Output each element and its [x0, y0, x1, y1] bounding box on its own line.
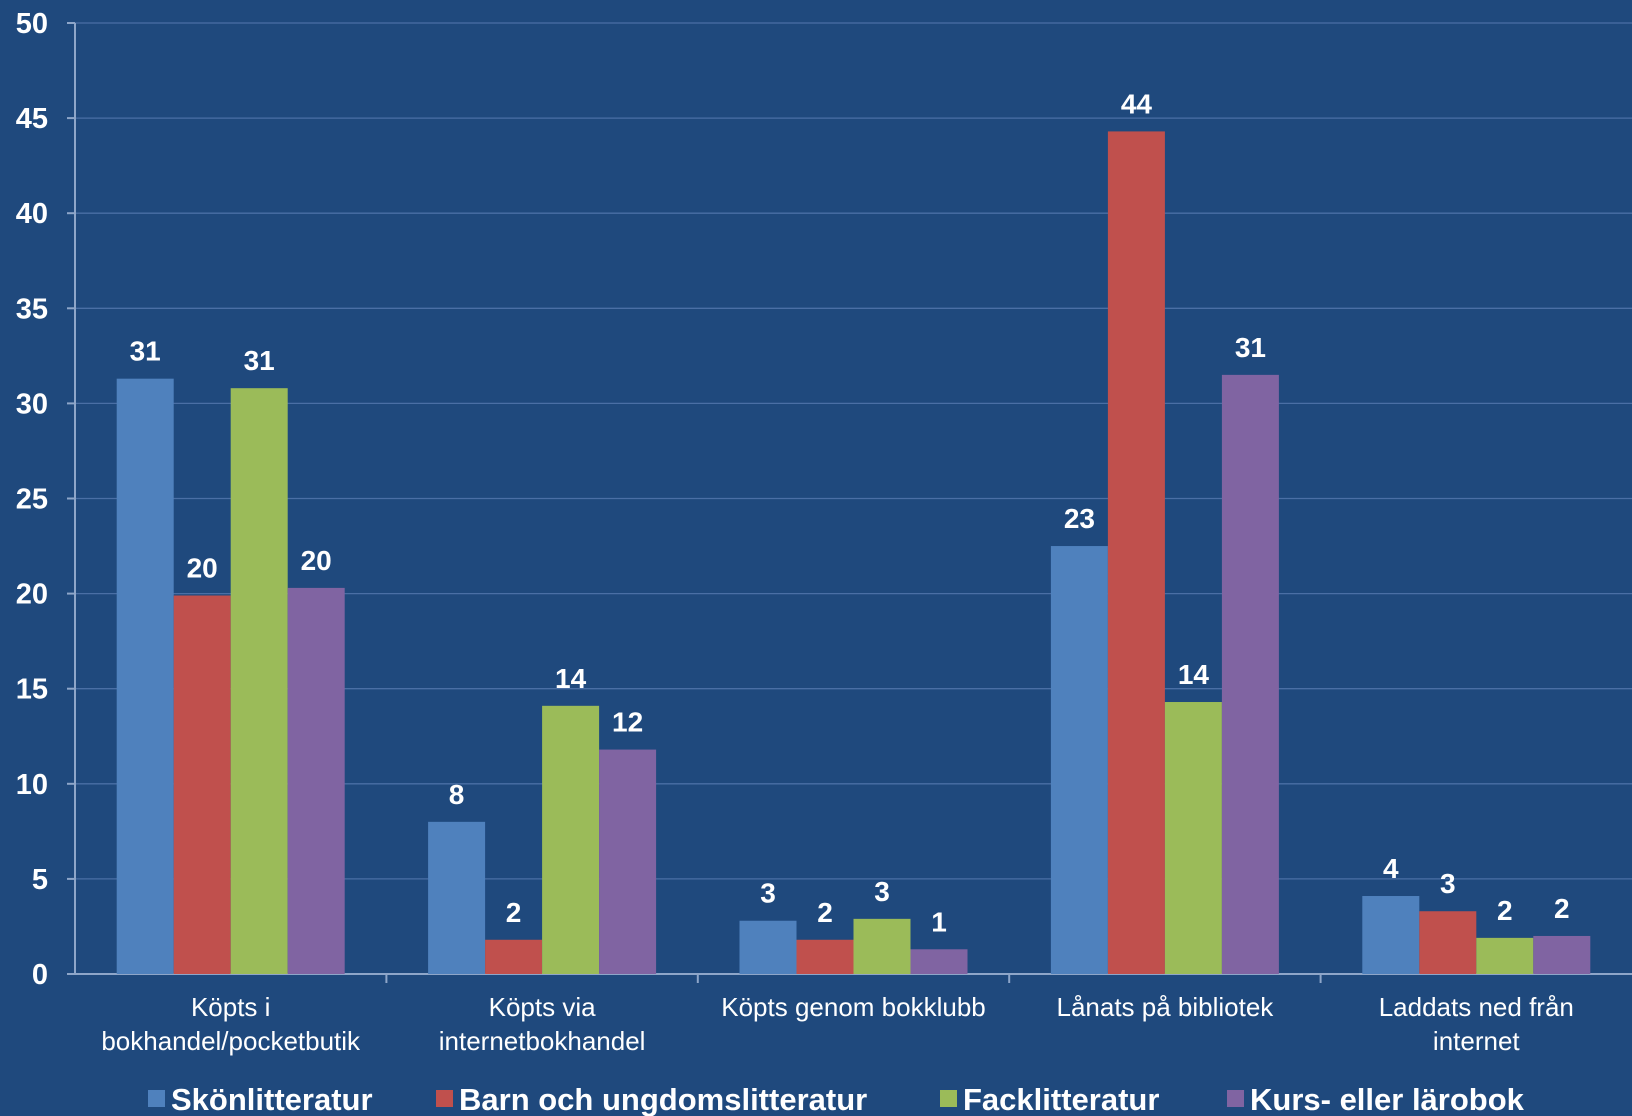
legend-swatch [940, 1090, 957, 1107]
bar [796, 939, 854, 974]
bar [910, 949, 968, 974]
legend-label: Skönlitteratur [171, 1082, 373, 1116]
bar [1164, 702, 1222, 974]
data-label: 2 [817, 897, 833, 928]
legend-label: Facklitteratur [963, 1082, 1159, 1116]
y-tick-label: 35 [16, 293, 48, 325]
bar [1419, 911, 1477, 974]
data-label: 31 [244, 345, 275, 376]
legend-swatch [436, 1090, 453, 1107]
bar [1107, 131, 1165, 974]
bar [1362, 896, 1420, 974]
y-tick-label: 20 [16, 579, 48, 611]
y-tick-label: 25 [16, 484, 48, 516]
bar [599, 749, 657, 974]
bar [428, 821, 486, 974]
data-label: 20 [187, 553, 218, 584]
x-tick-label: Laddats ned från [1379, 992, 1574, 1022]
data-label: 2 [1554, 893, 1570, 924]
data-label: 12 [612, 707, 643, 738]
x-tick-label: Lånats på bibliotek [1056, 992, 1274, 1022]
y-tick-label: 15 [16, 674, 48, 706]
bar [230, 388, 288, 975]
x-tick-label: internetbokhandel [439, 1026, 646, 1056]
data-label: 31 [130, 336, 161, 367]
bar [485, 939, 543, 974]
bar [173, 595, 231, 974]
y-tick-label: 45 [16, 103, 48, 135]
y-tick-label: 10 [16, 769, 48, 801]
legend-label: Kurs- eller lärobok [1250, 1082, 1525, 1116]
bar [739, 920, 797, 974]
data-label: 2 [1497, 895, 1513, 926]
bar [1476, 937, 1534, 974]
data-label: 20 [301, 545, 332, 576]
data-label: 4 [1383, 853, 1399, 884]
y-tick-label: 5 [32, 864, 48, 896]
y-tick-label: 0 [32, 959, 48, 991]
x-tick-label: internet [1433, 1026, 1520, 1056]
data-label: 23 [1064, 503, 1095, 534]
x-tick-label: Köpts genom bokklubb [721, 992, 986, 1022]
bar [1050, 546, 1108, 974]
bar [116, 378, 174, 974]
data-label: 14 [1178, 659, 1210, 690]
data-label: 3 [760, 878, 776, 909]
data-label: 1 [931, 906, 947, 937]
x-tick-label: Köpts via [489, 992, 596, 1022]
bar [1533, 935, 1591, 974]
y-tick-label: 50 [16, 8, 48, 40]
bar [1221, 374, 1279, 974]
data-label: 31 [1235, 332, 1266, 363]
legend-swatch [1227, 1090, 1244, 1107]
data-label: 14 [555, 663, 587, 694]
bar [287, 587, 345, 974]
x-tick-label: bokhandel/pocketbutik [101, 1026, 361, 1056]
x-tick-label: Köpts i [191, 992, 271, 1022]
data-label: 3 [874, 876, 890, 907]
legend-swatch [148, 1090, 165, 1107]
data-label: 2 [506, 897, 522, 928]
bar [853, 918, 911, 974]
data-label: 44 [1121, 88, 1153, 119]
bar [542, 705, 600, 974]
y-tick-label: 40 [16, 198, 48, 230]
y-tick-label: 30 [16, 388, 48, 420]
data-label: 8 [449, 779, 465, 810]
legend-label: Barn och ungdomslitteratur [459, 1082, 867, 1116]
data-label: 3 [1440, 868, 1456, 899]
